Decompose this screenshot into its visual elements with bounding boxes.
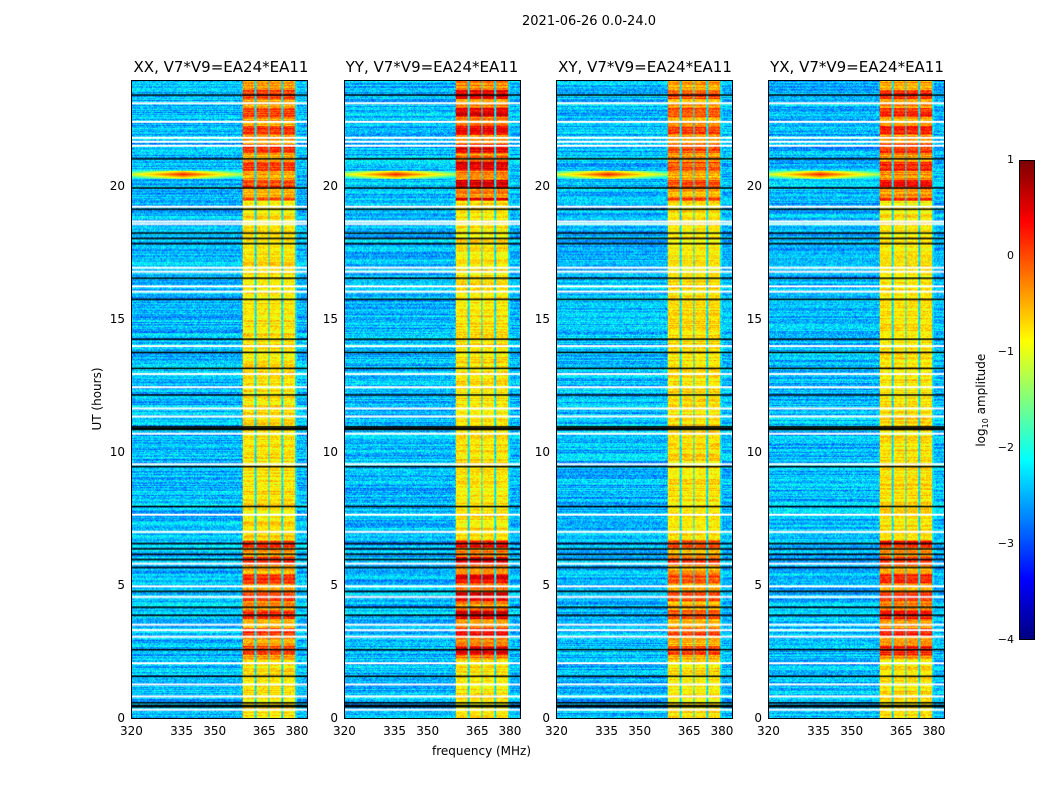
y-tick-label: 15 — [109, 311, 125, 326]
y-tick-label: 20 — [746, 178, 762, 193]
waterfall-xy — [556, 80, 733, 719]
x-tick-label: 335 — [170, 724, 193, 738]
x-tick-label: 365 — [889, 724, 913, 738]
panel-title-xy: XY, V7*V9=EA24*EA11 — [558, 58, 732, 76]
x-tick-label: 380 — [922, 724, 946, 738]
y-tick-label: 20 — [322, 178, 338, 193]
y-tick-label: 0 — [117, 711, 125, 725]
colorbar-tick-label: 1 — [1007, 153, 1014, 166]
x-tick-label: 335 — [807, 724, 830, 738]
y-tick-label: 15 — [746, 311, 762, 326]
x-tick-label: 365 — [677, 724, 701, 738]
y-tick-label: 0 — [542, 711, 550, 725]
colorbar-tick-label: −4 — [997, 633, 1014, 646]
y-tick-label: 5 — [330, 577, 338, 592]
panel-title-yy: YY, V7*V9=EA24*EA11 — [345, 58, 519, 76]
y-tick-label: 5 — [542, 577, 550, 592]
colorbar-tick-label: −3 — [997, 537, 1014, 550]
y-tick-label: 10 — [322, 444, 338, 459]
y-tick-label: 0 — [754, 711, 762, 725]
y-tick-label: 5 — [754, 577, 762, 592]
colorbar — [1019, 160, 1035, 640]
x-axis-label: frequency (MHz) — [432, 744, 532, 758]
y-tick-label: 20 — [534, 178, 550, 193]
x-tick-label: 350 — [416, 724, 440, 738]
panel-title-xx: XX, V7*V9=EA24*EA11 — [133, 58, 309, 76]
x-tick-label: 320 — [545, 724, 568, 738]
colorbar-tick-label: 0 — [1007, 249, 1014, 262]
x-tick-label: 365 — [465, 724, 489, 738]
colorbar-label: log10 amplitude — [973, 353, 991, 447]
y-tick-label: 20 — [109, 178, 125, 193]
y-axis-label: UT (hours) — [90, 367, 104, 431]
y-tick-label: 15 — [534, 311, 550, 326]
y-tick-label: 5 — [117, 577, 125, 592]
y-tick-label: 0 — [330, 711, 338, 725]
x-tick-label: 320 — [120, 724, 143, 738]
x-tick-label: 350 — [628, 724, 652, 738]
waterfall-yx — [768, 80, 945, 719]
colorbar-tick-label: −1 — [997, 345, 1014, 358]
waterfall-xx — [131, 80, 308, 719]
x-tick-label: 335 — [383, 724, 406, 738]
x-tick-label: 380 — [710, 724, 734, 738]
x-tick-label: 380 — [498, 724, 522, 738]
y-tick-label: 15 — [322, 311, 338, 326]
y-tick-label: 10 — [109, 444, 125, 459]
figure-title: 2021-06-26 0.0-24.0 — [522, 14, 656, 29]
panel-title-yx: YX, V7*V9=EA24*EA11 — [770, 58, 944, 76]
x-tick-label: 335 — [595, 724, 618, 738]
waterfall-yy — [344, 80, 521, 719]
x-tick-label: 365 — [252, 724, 276, 738]
x-tick-label: 380 — [285, 724, 309, 738]
x-tick-label: 350 — [203, 724, 227, 738]
x-tick-label: 320 — [757, 724, 780, 738]
y-tick-label: 10 — [534, 444, 550, 459]
y-tick-label: 10 — [746, 444, 762, 459]
x-tick-label: 350 — [840, 724, 864, 738]
x-tick-label: 320 — [333, 724, 356, 738]
colorbar-tick-label: −2 — [997, 441, 1014, 454]
